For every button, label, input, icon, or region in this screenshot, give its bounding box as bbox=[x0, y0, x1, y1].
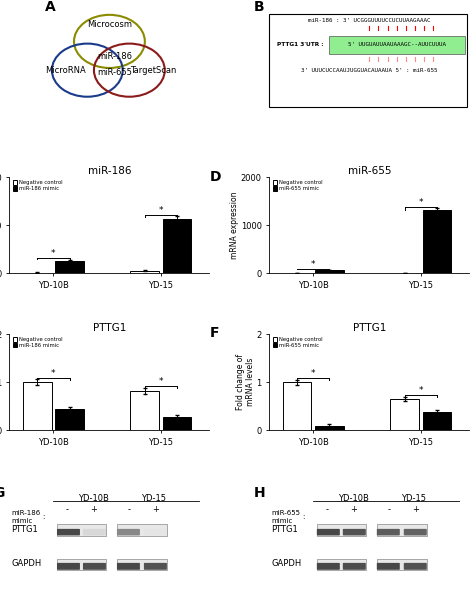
Title: miR-655: miR-655 bbox=[347, 166, 391, 176]
Text: D: D bbox=[210, 170, 221, 184]
Text: F: F bbox=[210, 327, 219, 340]
FancyBboxPatch shape bbox=[269, 14, 467, 106]
Text: *: * bbox=[51, 249, 55, 258]
Text: *: * bbox=[51, 370, 55, 379]
Text: miR-655: miR-655 bbox=[271, 510, 301, 516]
Bar bbox=[391, 399, 419, 431]
FancyBboxPatch shape bbox=[57, 563, 80, 570]
Y-axis label: Fold change of
mRNA levels: Fold change of mRNA levels bbox=[236, 354, 255, 410]
FancyBboxPatch shape bbox=[377, 563, 400, 570]
Text: miR-186 : 3' UCGGGUUUUCCUCUUAAGAAAC: miR-186 : 3' UCGGGUUUUCCUCUUAAGAAAC bbox=[308, 18, 430, 23]
Text: G: G bbox=[0, 486, 5, 500]
Legend: Negative control, miR-186 mimic: Negative control, miR-186 mimic bbox=[12, 337, 63, 349]
Title: PTTG1: PTTG1 bbox=[93, 324, 126, 333]
Bar bbox=[55, 261, 84, 273]
Text: *: * bbox=[311, 370, 316, 379]
Text: miR-186: miR-186 bbox=[98, 53, 132, 62]
FancyBboxPatch shape bbox=[377, 529, 400, 535]
Bar bbox=[55, 408, 84, 431]
FancyBboxPatch shape bbox=[117, 563, 140, 570]
FancyBboxPatch shape bbox=[117, 529, 140, 535]
Text: TargetScan: TargetScan bbox=[130, 66, 177, 75]
Text: *: * bbox=[311, 260, 316, 269]
Text: +: + bbox=[412, 505, 419, 514]
Text: :: : bbox=[42, 514, 45, 520]
Text: MicroRNA: MicroRNA bbox=[45, 66, 85, 75]
Text: +: + bbox=[90, 505, 97, 514]
FancyBboxPatch shape bbox=[317, 563, 340, 570]
Text: -: - bbox=[66, 505, 69, 514]
Title: miR-186: miR-186 bbox=[88, 166, 131, 176]
Text: PTTG1: PTTG1 bbox=[11, 525, 38, 534]
Text: *: * bbox=[419, 386, 423, 395]
Bar bbox=[315, 270, 344, 273]
Bar bbox=[117, 524, 167, 536]
Text: GAPDH: GAPDH bbox=[11, 559, 42, 568]
Bar bbox=[329, 36, 465, 54]
Text: *: * bbox=[159, 377, 163, 386]
Text: GAPDH: GAPDH bbox=[271, 559, 301, 568]
Text: PTTG1 3'UTR :: PTTG1 3'UTR : bbox=[277, 42, 324, 47]
Bar bbox=[163, 417, 191, 431]
Bar bbox=[317, 559, 366, 570]
Bar bbox=[423, 210, 451, 273]
Text: -: - bbox=[128, 505, 131, 514]
Text: Microcosm: Microcosm bbox=[87, 20, 132, 29]
Legend: Negative control, miR-186 mimic: Negative control, miR-186 mimic bbox=[12, 180, 63, 192]
Text: PTTG1: PTTG1 bbox=[271, 525, 298, 534]
Title: PTTG1: PTTG1 bbox=[353, 324, 386, 333]
Text: +: + bbox=[350, 505, 357, 514]
Text: mimic: mimic bbox=[271, 518, 293, 524]
Text: A: A bbox=[45, 1, 56, 14]
Text: -: - bbox=[326, 505, 329, 514]
Y-axis label: mRNA expression: mRNA expression bbox=[230, 191, 239, 259]
Text: miR-655: miR-655 bbox=[98, 68, 132, 77]
Text: YD-10B: YD-10B bbox=[78, 494, 109, 503]
Bar bbox=[57, 524, 106, 536]
FancyBboxPatch shape bbox=[57, 529, 80, 535]
Text: YD-15: YD-15 bbox=[401, 494, 426, 503]
Bar bbox=[163, 219, 191, 273]
Bar bbox=[283, 382, 311, 431]
FancyBboxPatch shape bbox=[404, 563, 427, 570]
Text: miR-186: miR-186 bbox=[11, 510, 41, 516]
FancyBboxPatch shape bbox=[83, 529, 106, 535]
FancyBboxPatch shape bbox=[317, 529, 340, 535]
Text: YD-10B: YD-10B bbox=[338, 494, 369, 503]
Text: +: + bbox=[152, 505, 159, 514]
Bar bbox=[317, 524, 366, 536]
FancyBboxPatch shape bbox=[144, 563, 167, 570]
Bar bbox=[377, 524, 427, 536]
Text: -: - bbox=[388, 505, 391, 514]
Text: mimic: mimic bbox=[11, 518, 33, 524]
Bar bbox=[377, 559, 427, 570]
FancyBboxPatch shape bbox=[343, 563, 366, 570]
Bar bbox=[130, 391, 159, 431]
Bar bbox=[423, 412, 451, 431]
Text: *: * bbox=[419, 198, 423, 207]
Text: YD-15: YD-15 bbox=[141, 494, 166, 503]
Text: 3' UUUCUCCAAUJUGGUACAUAAUA 5' : miR-655: 3' UUUCUCCAAUJUGGUACAUAAUA 5' : miR-655 bbox=[301, 68, 438, 73]
Bar bbox=[117, 559, 167, 570]
Bar bbox=[315, 426, 344, 431]
Text: *: * bbox=[159, 206, 163, 215]
FancyBboxPatch shape bbox=[83, 563, 106, 570]
Text: B: B bbox=[254, 1, 264, 14]
Legend: Negative control, miR-655 mimic: Negative control, miR-655 mimic bbox=[272, 180, 323, 192]
Bar bbox=[57, 559, 106, 570]
Text: H: H bbox=[254, 486, 265, 500]
FancyBboxPatch shape bbox=[404, 529, 427, 535]
Text: :: : bbox=[302, 514, 304, 520]
FancyBboxPatch shape bbox=[144, 529, 167, 535]
FancyBboxPatch shape bbox=[343, 529, 366, 535]
Text: 5' UUGUAUUAAUAAAGC--AUUCUUUA: 5' UUGUAUUAAUAAAGC--AUUCUUUA bbox=[348, 42, 447, 47]
Legend: Negative control, miR-655 mimic: Negative control, miR-655 mimic bbox=[272, 337, 323, 349]
Bar bbox=[23, 382, 52, 431]
Bar bbox=[130, 271, 159, 273]
